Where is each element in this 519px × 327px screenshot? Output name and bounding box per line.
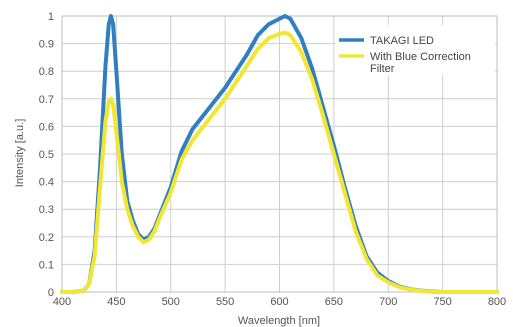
x-axis-title: Wavelength [nm]	[238, 315, 320, 327]
y-tick-label: 0	[48, 287, 54, 299]
legend: TAKAGI LED With Blue Correction Filter	[335, 25, 495, 75]
series-lines	[60, 14, 499, 294]
grid	[61, 15, 498, 293]
plot-frame	[61, 15, 498, 293]
legend-label-line-2: Filter	[370, 63, 395, 75]
y-tick-label: 0.2	[39, 232, 54, 244]
legend-label-blue-correction-filter: With Blue Correction Filter	[370, 51, 474, 75]
y-tick-label: 0.9	[39, 39, 54, 51]
legend-label-takagi-led: TAKAGI LED	[370, 35, 434, 47]
series-line-blue-correction-filter	[60, 30, 499, 294]
y-tick-label: 0.3	[39, 204, 54, 216]
y-tick-label: 0.6	[39, 121, 54, 133]
y-tick-label: 0.5	[39, 149, 54, 161]
y-tick-label: 0.7	[39, 94, 54, 106]
x-tick-label: 600	[270, 296, 288, 308]
x-tick-label: 800	[488, 296, 506, 308]
x-tick-label: 750	[433, 296, 451, 308]
x-tick-label: 450	[107, 296, 125, 308]
x-tick-label: 650	[325, 296, 343, 308]
y-tick-label: 1	[48, 11, 54, 23]
tick-labels: 400 450 500 550 600 650 700 750 800 0 0.1 0.2 0.3 0.4…	[39, 11, 506, 308]
x-tick-label: 500	[162, 296, 180, 308]
y-axis-title: Intensity [a.u.]	[14, 119, 26, 187]
legend-background	[335, 25, 495, 75]
y-tick-label: 0.4	[39, 177, 54, 189]
x-tick-label: 700	[379, 296, 397, 308]
x-tick-label: 550	[216, 296, 234, 308]
y-tick-label: 0.8	[39, 66, 54, 78]
legend-label-line-1: With Blue Correction	[370, 51, 471, 63]
x-tick-label: 400	[53, 296, 71, 308]
y-tick-label: 0.1	[39, 259, 54, 271]
